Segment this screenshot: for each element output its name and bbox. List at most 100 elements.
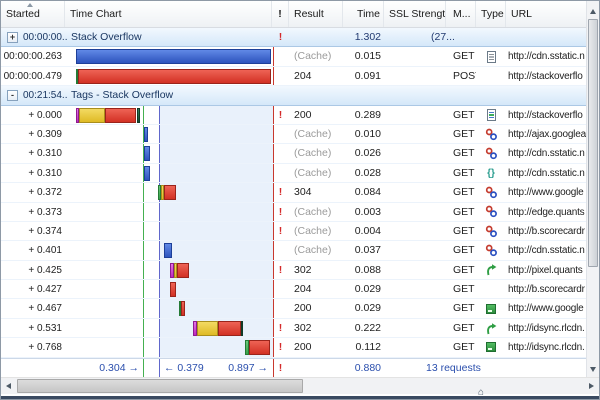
- result-code: 302: [294, 321, 312, 334]
- http-method: GET: [453, 341, 475, 354]
- request-row[interactable]: 00:00:00.263 (Cache) 0.015 GET http://cdn.ss…: [1, 47, 586, 67]
- content-type-cell: [476, 203, 506, 221]
- image-file-icon: [486, 342, 496, 353]
- request-started-time: + 0.374: [28, 225, 62, 237]
- request-row[interactable]: + 0.372! 304 0.084 GET http://www.google: [1, 183, 586, 203]
- http-method: GET: [453, 186, 475, 199]
- result-code: 200: [294, 302, 312, 315]
- timing-bar-connect: [79, 107, 106, 123]
- request-time: 0.010: [354, 127, 381, 140]
- request-started-time: + 0.427: [28, 284, 62, 296]
- request-row[interactable]: + 0.427 204 0.029 GET http://b.scorecardr: [1, 280, 586, 300]
- chart-shaded-region: [160, 299, 273, 318]
- request-url: http://www.google: [508, 303, 584, 315]
- error-indicator: !: [278, 263, 283, 276]
- request-time: 0.029: [354, 283, 381, 296]
- content-type-cell: [476, 183, 506, 201]
- timing-bar-send: [157, 185, 161, 201]
- scroll-left-button[interactable]: [1, 378, 16, 394]
- column-header-method[interactable]: M...: [446, 1, 476, 27]
- timing-bar-cache: [164, 243, 173, 259]
- chart-shaded-region: [160, 183, 273, 202]
- red-marker-line: [273, 47, 274, 87]
- timing-bar-connect: [160, 185, 164, 201]
- request-started-time: + 0.309: [28, 128, 62, 140]
- request-row[interactable]: + 0.310 (Cache) 0.028 GET {} http://cdn.sstat…: [1, 163, 586, 184]
- timing-bar-receive: [240, 320, 243, 336]
- content-type-cell: [476, 280, 506, 298]
- timing-bar-wait: [176, 262, 189, 278]
- timing-bar-send: [76, 68, 79, 84]
- expand-button[interactable]: +: [7, 32, 18, 43]
- result-code: (Cache): [294, 205, 332, 218]
- request-row[interactable]: + 0.401 (Cache) 0.037 GET http://cdn.sstatic…: [1, 241, 586, 261]
- timing-bar-wait: [180, 301, 186, 317]
- scroll-up-button[interactable]: [587, 3, 599, 19]
- page-group-row[interactable]: -00:21:54... Tags - Stack Overflow: [1, 86, 586, 106]
- chart-shaded-region: [160, 202, 273, 221]
- request-row[interactable]: + 0.310 (Cache) 0.026 GET http://cdn.sstatic…: [1, 144, 586, 164]
- green-marker-time: 0.304 →: [99, 361, 139, 374]
- content-type-cell: [476, 47, 506, 65]
- column-header-result[interactable]: Result: [289, 1, 343, 27]
- column-header-type[interactable]: Type: [476, 1, 506, 27]
- horizontal-scrollbar[interactable]: [1, 377, 599, 394]
- request-row[interactable]: + 0.425! 302 0.088 GET http://pixel.quants: [1, 260, 586, 281]
- request-started-time: + 0.425: [28, 264, 62, 276]
- request-time: 0.289: [354, 108, 381, 121]
- request-row[interactable]: + 0.467 200 0.029 GET http://www.google: [1, 299, 586, 319]
- collapse-button[interactable]: -: [7, 90, 18, 102]
- column-header-time[interactable]: Time: [343, 1, 384, 27]
- vertical-scrollbar-thumb[interactable]: [588, 19, 598, 267]
- column-header-time-chart[interactable]: Time Chart: [65, 1, 272, 27]
- request-row[interactable]: + 0.373! (Cache) 0.003 GET http://edge.quant…: [1, 202, 586, 222]
- request-row[interactable]: + 0.531! 302 0.222 GET http://idsync.rlcdn.: [1, 318, 586, 339]
- request-row[interactable]: + 0.309 (Cache) 0.010 GET http://ajax.google…: [1, 124, 586, 145]
- error-indicator: !: [278, 321, 283, 334]
- request-url: http://ajax.googlea: [508, 128, 586, 140]
- content-type-cell: [476, 222, 506, 240]
- chart-shaded-region: [160, 105, 273, 124]
- request-started-time: 00:00:00.263: [3, 51, 62, 63]
- splitter-grip-icon[interactable]: [478, 388, 484, 398]
- request-started-time: + 0.310: [28, 167, 62, 179]
- http-method: GET: [453, 108, 475, 121]
- html-page-icon: [486, 108, 496, 121]
- error-indicator: !: [278, 224, 283, 237]
- request-row[interactable]: + 0.768! 200 0.112 GET http://idsync.rlcdn.: [1, 338, 586, 358]
- request-time: 0.222: [354, 321, 381, 334]
- scroll-right-button[interactable]: [584, 378, 599, 394]
- summary-request-count: 13 requests: [426, 361, 481, 374]
- timing-bar-send: [178, 301, 181, 317]
- request-row[interactable]: + 0.000! 200 0.289 GET http://stackoverflo: [1, 105, 586, 125]
- column-header-started[interactable]: Started: [1, 1, 65, 27]
- request-url: http://cdn.sstatic.n: [508, 167, 585, 179]
- error-indicator: !: [278, 31, 283, 43]
- vertical-scrollbar[interactable]: [586, 1, 599, 377]
- timing-bar-cache: [76, 49, 271, 65]
- column-header-ssl-strength[interactable]: SSL Strength: [384, 1, 446, 27]
- bottom-border-bar: [1, 396, 599, 399]
- content-type-cell: [476, 241, 506, 259]
- http-method: GET: [453, 263, 475, 276]
- scroll-down-button[interactable]: [587, 361, 599, 377]
- request-row[interactable]: + 0.374! (Cache) 0.004 GET http://b.scorecar…: [1, 221, 586, 242]
- column-header-url[interactable]: URL: [511, 8, 533, 20]
- request-url: http://cdn.sstatic.n: [508, 51, 585, 63]
- page-group-row[interactable]: +00:00:00... Stack Overflow! 1.302 (27...: [1, 28, 586, 48]
- summary-error-indicator: !: [278, 361, 283, 374]
- page-total-time: 1.302: [354, 31, 381, 43]
- request-row[interactable]: 00:00:00.479 204 0.091 POST http://stackover…: [1, 67, 586, 87]
- http-method: GET: [453, 283, 475, 296]
- page-title: Stack Overflow: [71, 31, 142, 43]
- request-started-time: + 0.531: [28, 322, 62, 334]
- horizontal-scrollbar-thumb[interactable]: [17, 379, 303, 393]
- content-type-cell: [476, 125, 506, 143]
- column-header-error[interactable]: !: [272, 1, 289, 27]
- script-icon: [485, 225, 497, 237]
- http-method: GET: [453, 205, 475, 218]
- request-time: 0.026: [354, 147, 381, 160]
- result-code: (Cache): [294, 127, 332, 140]
- result-code: 200: [294, 341, 312, 354]
- request-started-time: + 0.310: [28, 148, 62, 160]
